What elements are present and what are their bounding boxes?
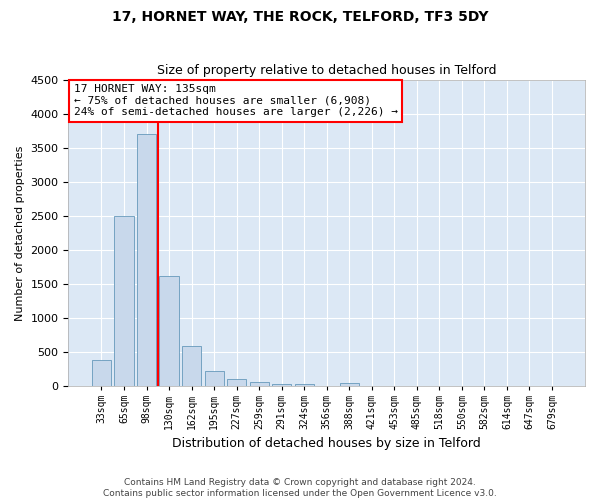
Text: 17, HORNET WAY, THE ROCK, TELFORD, TF3 5DY: 17, HORNET WAY, THE ROCK, TELFORD, TF3 5…: [112, 10, 488, 24]
Text: Contains HM Land Registry data © Crown copyright and database right 2024.
Contai: Contains HM Land Registry data © Crown c…: [103, 478, 497, 498]
Bar: [182, 346, 201, 387]
Bar: [295, 384, 314, 386]
Bar: [160, 276, 179, 386]
Bar: [340, 383, 359, 386]
Bar: [272, 384, 291, 386]
Bar: [92, 360, 111, 386]
Text: 17 HORNET WAY: 135sqm
← 75% of detached houses are smaller (6,908)
24% of semi-d: 17 HORNET WAY: 135sqm ← 75% of detached …: [74, 84, 398, 117]
Bar: [115, 216, 134, 386]
X-axis label: Distribution of detached houses by size in Telford: Distribution of detached houses by size …: [172, 437, 481, 450]
Bar: [137, 134, 156, 386]
Bar: [250, 382, 269, 386]
Y-axis label: Number of detached properties: Number of detached properties: [15, 146, 25, 320]
Title: Size of property relative to detached houses in Telford: Size of property relative to detached ho…: [157, 64, 496, 77]
Bar: [205, 371, 224, 386]
Bar: [227, 379, 246, 386]
